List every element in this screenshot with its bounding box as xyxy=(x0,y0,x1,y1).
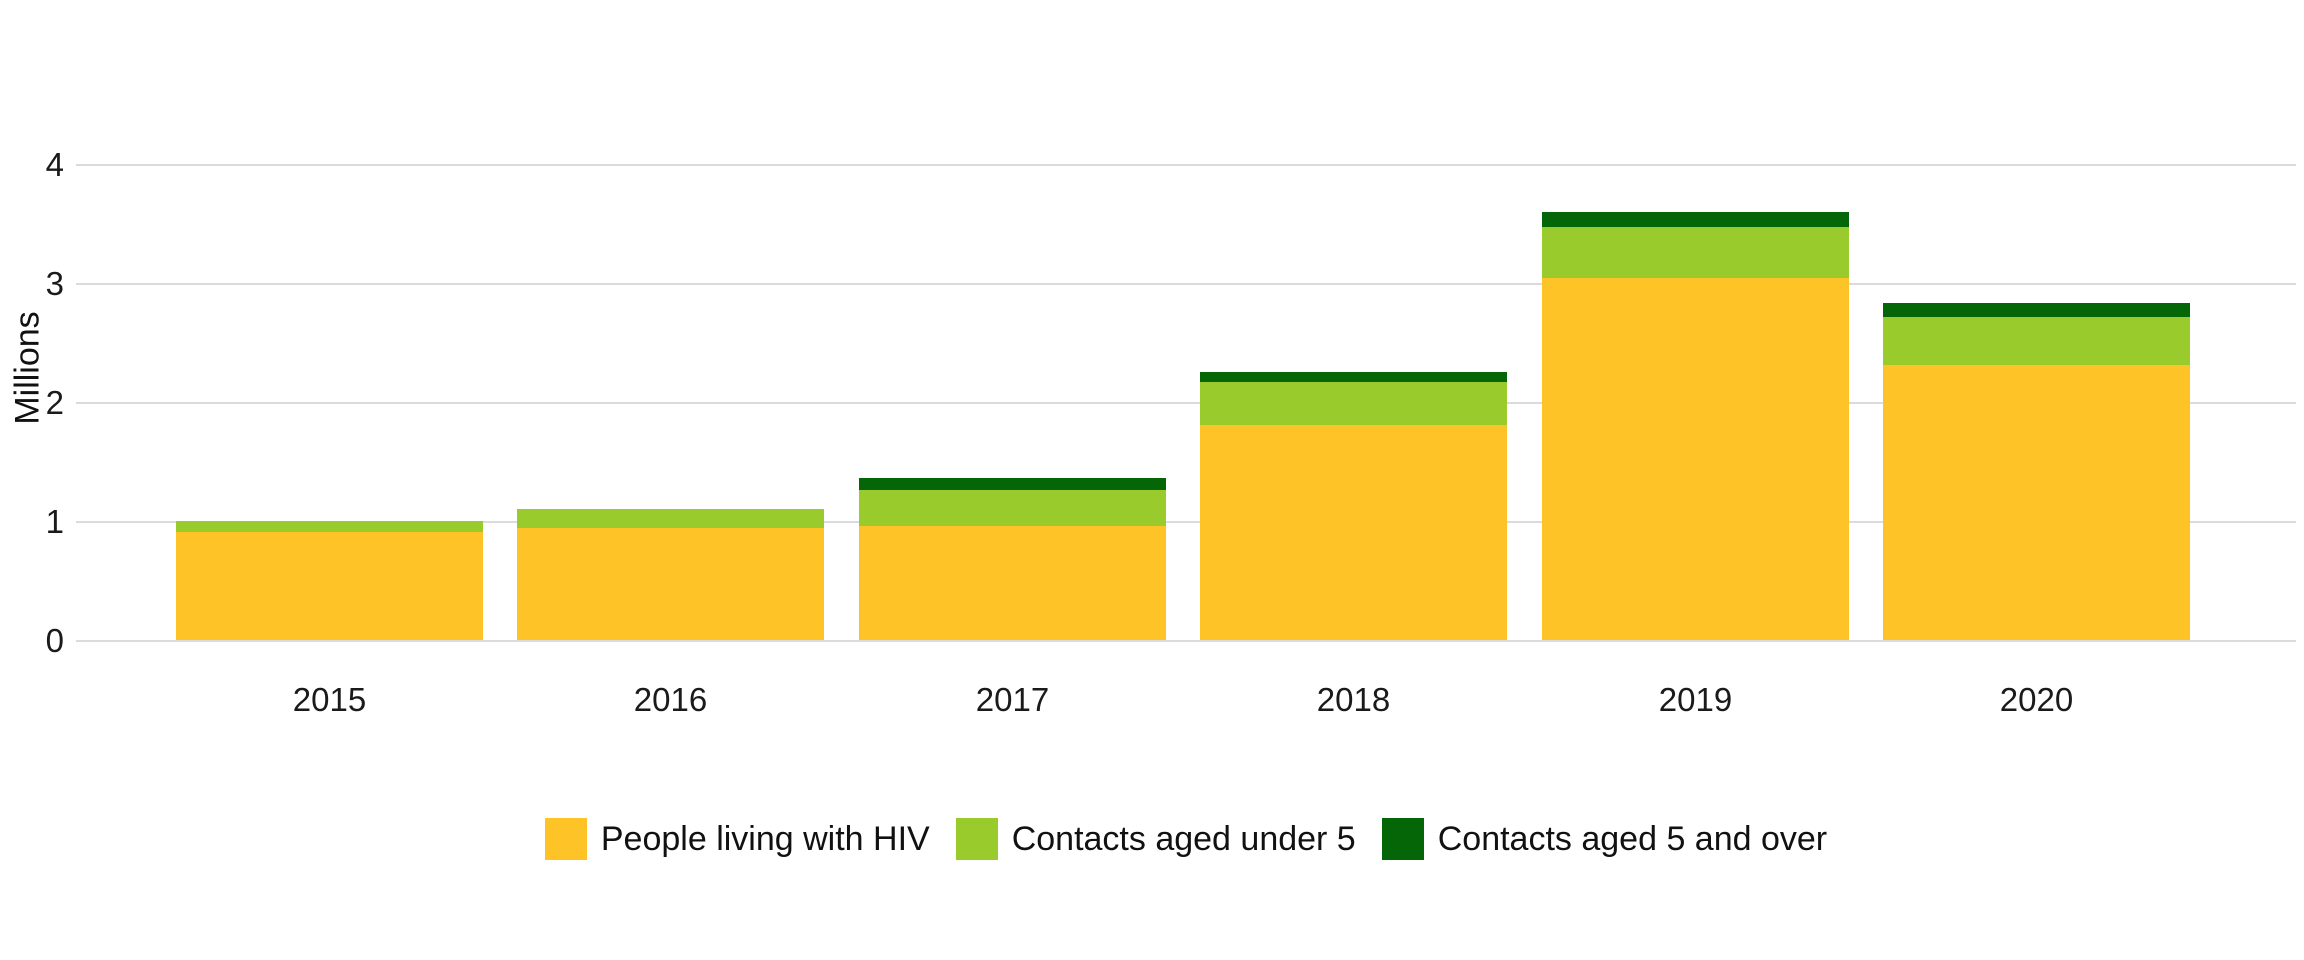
x-tick-label: 2017 xyxy=(975,681,1050,718)
y-tick-label: 4 xyxy=(45,146,64,183)
bar-segment xyxy=(1883,303,2190,317)
gridline-y4 xyxy=(76,164,2296,166)
legend: People living with HIV Contacts aged unde… xyxy=(76,818,2296,860)
legend-item[interactable]: Contacts aged under 5 xyxy=(955,818,1356,860)
gridline-y2 xyxy=(76,402,2296,404)
x-tick-label: 2015 xyxy=(292,681,367,718)
gridline-y1 xyxy=(76,521,2296,523)
bar-segment xyxy=(1542,212,1849,227)
bar-segment xyxy=(859,478,1166,490)
gridline-y3 xyxy=(76,283,2296,285)
legend-swatch xyxy=(544,818,587,860)
x-tick-label: 2016 xyxy=(633,681,708,718)
y-tick-label: 1 xyxy=(45,503,64,540)
bar-segment xyxy=(517,528,824,640)
x-tick-label: 2019 xyxy=(1658,681,1733,718)
bar-segment xyxy=(859,490,1166,526)
y-tick-label: 3 xyxy=(45,265,64,302)
bar-segment xyxy=(176,532,483,640)
legend-item[interactable]: Contacts aged 5 and over xyxy=(1381,818,1828,860)
gridline-y0 xyxy=(76,640,2296,642)
bar-segment xyxy=(1542,227,1849,278)
bar-segment xyxy=(1200,372,1507,382)
bar-segment xyxy=(1200,425,1507,640)
x-tick-label: 2018 xyxy=(1316,681,1391,718)
legend-item[interactable]: People living with HIV xyxy=(544,818,930,860)
y-tick-label: 2 xyxy=(45,384,64,421)
legend-label: People living with HIV xyxy=(600,819,930,858)
bar-segment xyxy=(517,509,824,528)
x-tick-label: 2020 xyxy=(1999,681,2074,718)
y-tick-label: 0 xyxy=(45,622,64,659)
bar-segment xyxy=(859,526,1166,640)
legend-swatch xyxy=(955,818,998,860)
legend-label: Contacts aged 5 and over xyxy=(1437,819,1828,858)
bar-segment xyxy=(1883,317,2190,365)
bar-segment xyxy=(1200,382,1507,425)
bar-segment xyxy=(1883,365,2190,640)
legend-label: Contacts aged under 5 xyxy=(1011,819,1356,858)
bar-segment xyxy=(176,521,483,532)
bar-segment xyxy=(1542,278,1849,640)
legend-swatch xyxy=(1381,818,1424,860)
